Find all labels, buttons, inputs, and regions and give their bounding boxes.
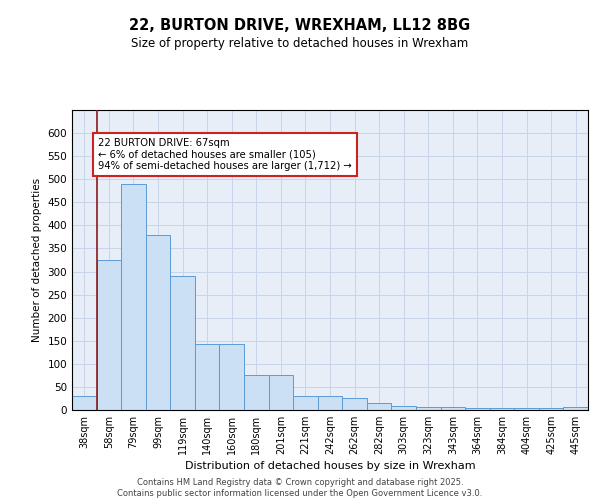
Bar xyxy=(440,407,465,410)
Bar xyxy=(342,398,367,410)
Bar xyxy=(244,376,269,410)
Bar xyxy=(539,408,563,410)
Bar xyxy=(72,396,97,410)
X-axis label: Distribution of detached houses by size in Wrexham: Distribution of detached houses by size … xyxy=(185,461,475,471)
Bar xyxy=(220,344,244,410)
Bar xyxy=(195,344,220,410)
Bar xyxy=(490,408,514,410)
Bar xyxy=(416,407,440,410)
Bar xyxy=(170,276,195,410)
Bar xyxy=(97,260,121,410)
Bar xyxy=(514,408,539,410)
Text: 22, BURTON DRIVE, WREXHAM, LL12 8BG: 22, BURTON DRIVE, WREXHAM, LL12 8BG xyxy=(130,18,470,32)
Y-axis label: Number of detached properties: Number of detached properties xyxy=(32,178,42,342)
Bar xyxy=(391,406,416,410)
Bar xyxy=(367,403,391,410)
Text: Contains HM Land Registry data © Crown copyright and database right 2025.
Contai: Contains HM Land Registry data © Crown c… xyxy=(118,478,482,498)
Bar xyxy=(269,376,293,410)
Bar xyxy=(146,234,170,410)
Bar xyxy=(465,408,490,410)
Bar xyxy=(293,396,318,410)
Bar xyxy=(563,407,588,410)
Bar xyxy=(121,184,146,410)
Bar xyxy=(318,396,342,410)
Text: Size of property relative to detached houses in Wrexham: Size of property relative to detached ho… xyxy=(131,38,469,51)
Text: 22 BURTON DRIVE: 67sqm
← 6% of detached houses are smaller (105)
94% of semi-det: 22 BURTON DRIVE: 67sqm ← 6% of detached … xyxy=(98,138,352,171)
